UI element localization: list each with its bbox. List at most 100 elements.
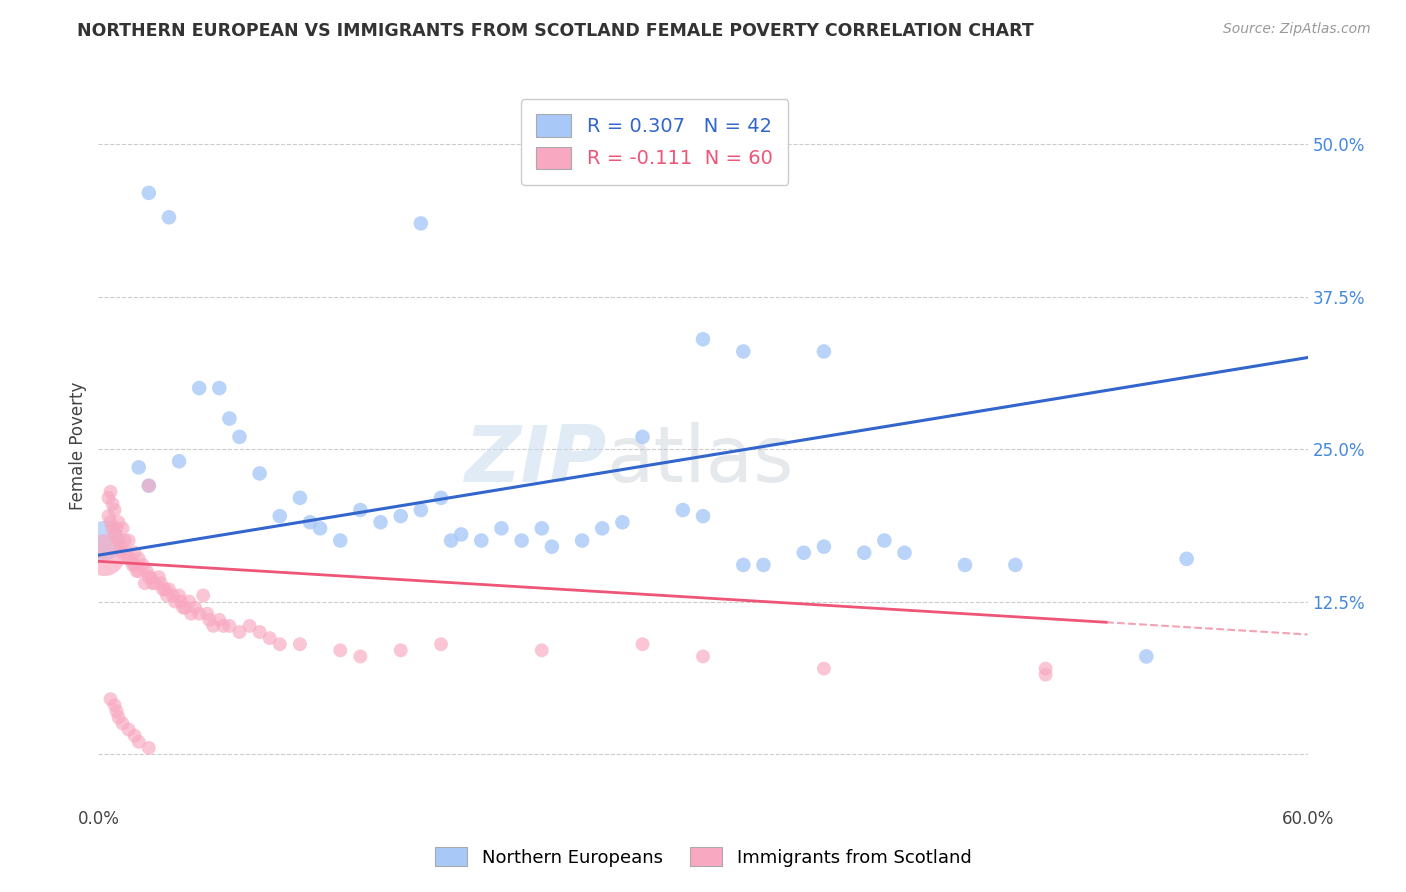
Point [138,478,160,492]
Point [97,491,120,505]
Point [125,564,148,578]
Point [170,594,193,608]
Point [149,576,172,591]
Text: NORTHERN EUROPEAN VS IMMIGRANTS FROM SCOTLAND FEMALE POVERTY CORRELATION CHART: NORTHERN EUROPEAN VS IMMIGRANTS FROM SCO… [77,22,1033,40]
Point [184,600,207,615]
Point [142,576,165,591]
Point [612,515,634,529]
Point [148,570,170,584]
Point [118,533,141,548]
Point [309,521,332,535]
Point [733,558,755,572]
Point [124,558,146,572]
Point [138,570,160,584]
Point [269,509,291,524]
Point [571,533,593,548]
Point [491,521,513,535]
Point [1175,551,1198,566]
Point [530,521,553,535]
Point [134,576,156,591]
Point [208,381,231,395]
Point [1135,649,1157,664]
Point [249,625,271,640]
Point [132,558,155,572]
Point [299,515,322,529]
Point [153,582,176,597]
Point [180,607,202,621]
Point [167,589,190,603]
Point [105,521,128,535]
Point [733,344,755,359]
Point [813,344,835,359]
Point [139,570,162,584]
Point [156,589,179,603]
Point [239,619,262,633]
Text: atlas: atlas [606,422,794,499]
Point [111,521,134,535]
Point [128,551,150,566]
Point [692,332,714,346]
Point [100,484,122,499]
Text: ZIP: ZIP [464,422,606,499]
Legend: Northern Europeans, Immigrants from Scotland: Northern Europeans, Immigrants from Scot… [427,840,979,874]
Point [128,735,150,749]
Point [1004,558,1026,572]
Point [121,558,143,572]
Point [430,637,453,651]
Point [631,430,654,444]
Point [124,546,146,560]
Point [349,649,371,664]
Point [188,381,211,395]
Point [893,546,915,560]
Point [138,740,160,755]
Point [409,216,432,230]
Point [269,637,291,651]
Point [167,454,190,468]
Point [813,662,835,676]
Point [111,716,134,731]
Point [157,211,180,225]
Point [228,430,250,444]
Point [162,589,184,603]
Point [135,564,157,578]
Point [105,704,128,718]
Point [152,582,174,597]
Point [202,619,225,633]
Point [111,546,134,560]
Point [813,540,835,554]
Point [631,637,654,651]
Point [163,594,186,608]
Point [470,533,492,548]
Legend: R = 0.307   N = 42, R = -0.111  N = 60: R = 0.307 N = 42, R = -0.111 N = 60 [520,99,789,185]
Point [114,533,136,548]
Point [101,497,124,511]
Point [103,503,125,517]
Point [110,540,132,554]
Point [198,613,221,627]
Point [510,533,533,548]
Point [591,521,613,535]
Point [208,613,231,627]
Point [172,600,194,615]
Point [100,515,122,529]
Point [389,643,412,657]
Point [692,509,714,524]
Point [218,619,240,633]
Point [193,589,215,603]
Point [450,527,472,541]
Point [100,692,122,706]
Y-axis label: Female Poverty: Female Poverty [69,382,87,510]
Point [195,607,218,621]
Point [218,411,240,425]
Point [440,533,463,548]
Point [530,643,553,657]
Point [752,558,775,572]
Point [174,600,197,615]
Point [329,643,352,657]
Point [672,503,695,517]
Point [101,521,124,535]
Point [430,491,453,505]
Point [259,631,281,645]
Point [128,460,150,475]
Text: Source: ZipAtlas.com: Source: ZipAtlas.com [1223,22,1371,37]
